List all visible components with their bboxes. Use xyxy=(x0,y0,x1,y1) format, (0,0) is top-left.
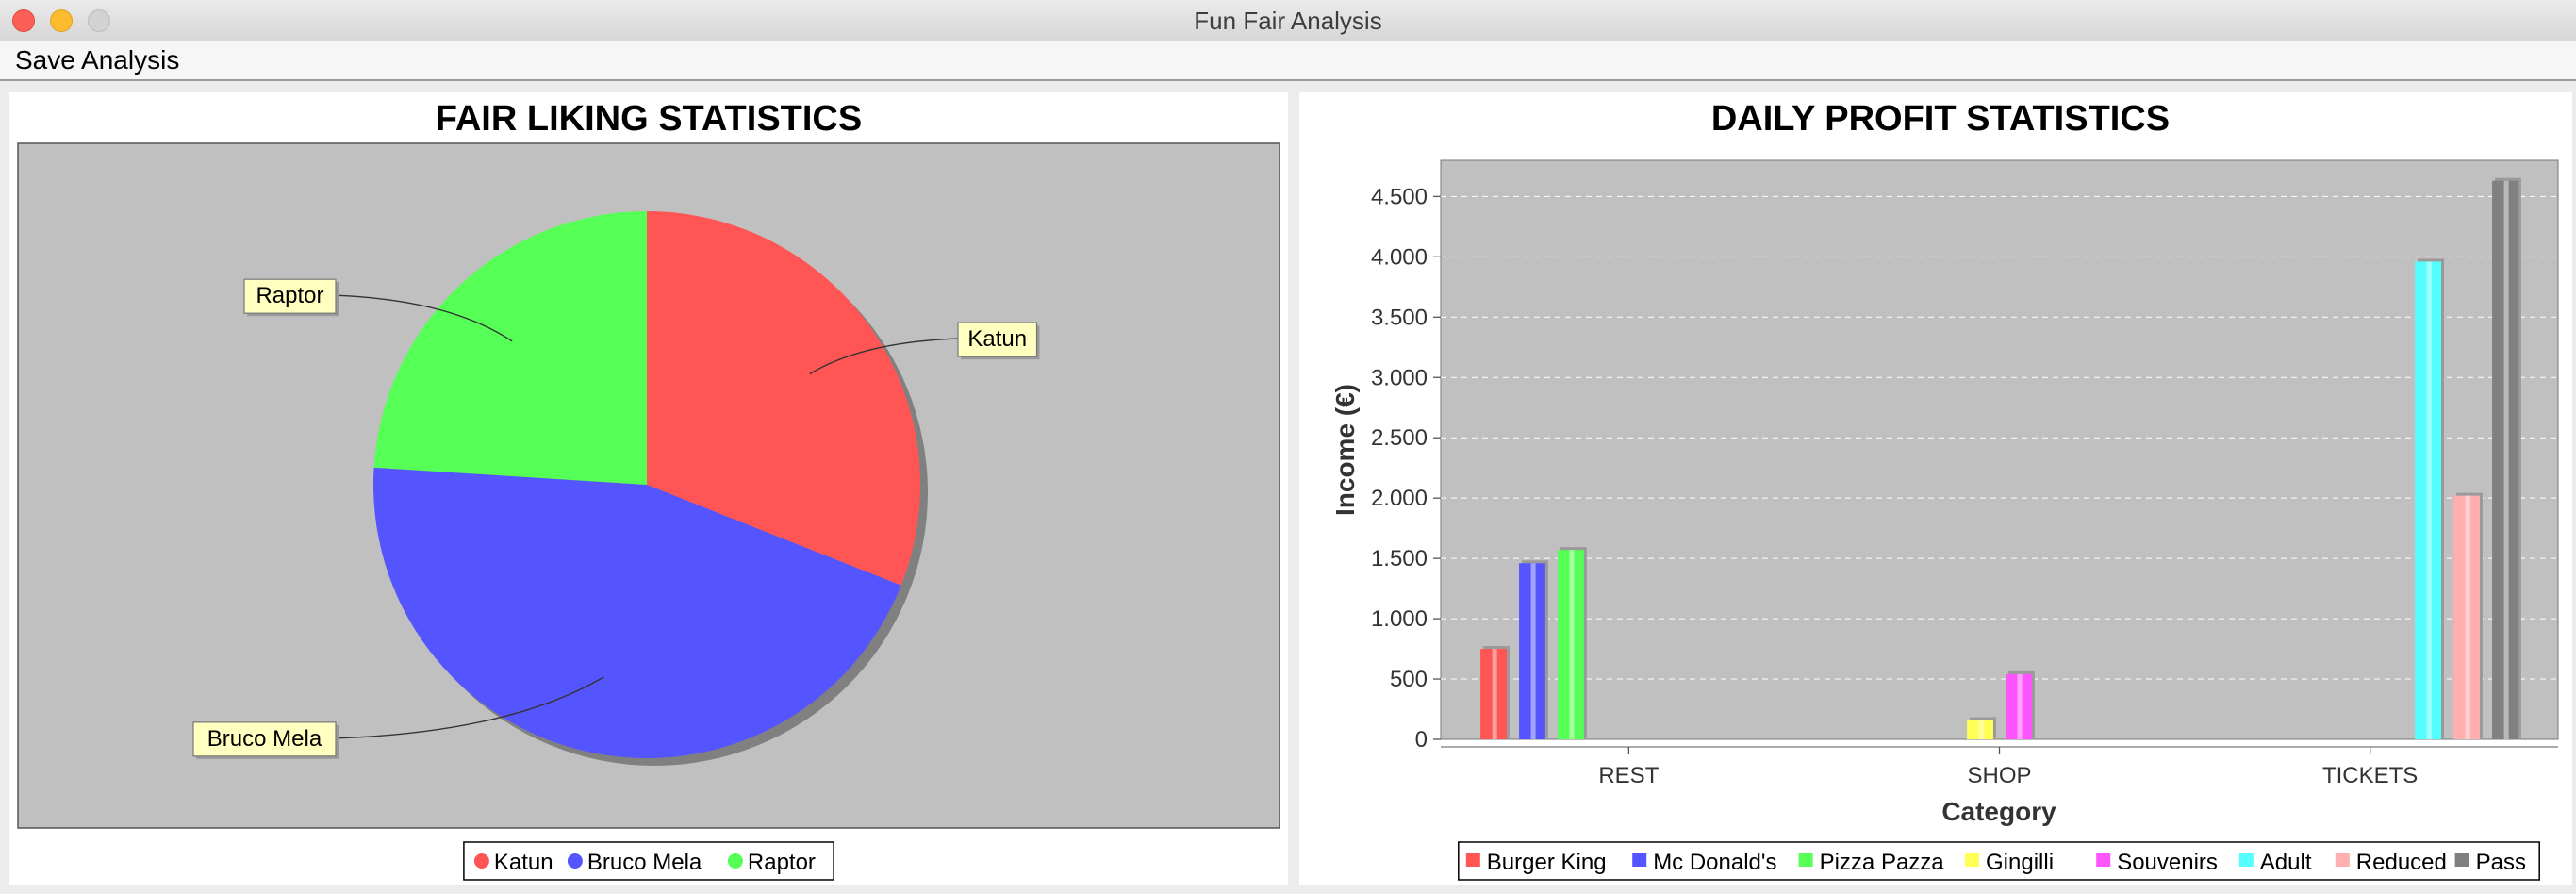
bar-chart-panel: DAILY PROFIT STATISTICS 0 500 1.000 1.500 2.0… xyxy=(1299,92,2572,885)
y-tick-label: 1.000 xyxy=(1371,606,1428,632)
bar-highlight xyxy=(1978,720,1984,739)
bar-plot-area xyxy=(1440,159,2559,740)
window-titlebar: Fun Fair Analysis xyxy=(0,0,2576,41)
pie-legend-swatch xyxy=(727,853,743,869)
y-tick-label: 2.000 xyxy=(1371,486,1428,511)
bar-highlight xyxy=(2465,495,2470,739)
bar-reduced xyxy=(2453,495,2480,739)
y-tick-label: 3.000 xyxy=(1371,365,1428,390)
x-tick-label: SHOP xyxy=(1967,763,2031,788)
bar-legend-label: Pass xyxy=(2476,850,2526,875)
bar-adult xyxy=(2415,261,2441,739)
bar-legend-label: Souvenirs xyxy=(2117,850,2218,875)
y-tick-label: 3.500 xyxy=(1371,305,1428,330)
bar-highlight xyxy=(1492,649,1497,739)
pie-chart-title: FAIR LIKING STATISTICS xyxy=(436,99,862,139)
pie-chart-panel: FAIR LIKING STATISTICS Katun Bruco Mela Rap… xyxy=(9,92,1288,885)
close-window-button[interactable] xyxy=(12,9,35,32)
window-title: Fun Fair Analysis xyxy=(1194,7,1382,35)
y-axis-label: Income (€) xyxy=(1330,384,1360,516)
bar-chart-title: DAILY PROFIT STATISTICS xyxy=(1711,99,2170,139)
pie-label-box xyxy=(243,278,337,314)
bar-legend-swatch xyxy=(1632,853,1647,867)
y-tick-label: 4.500 xyxy=(1371,184,1428,209)
zoom-window-button[interactable] xyxy=(88,9,110,32)
y-tick-label: 4.000 xyxy=(1371,244,1428,270)
y-tick-label: 0 xyxy=(1415,727,1428,753)
pie-label-box xyxy=(192,721,337,757)
x-tick-label: TICKETS xyxy=(2322,763,2418,788)
bar-souvenirs xyxy=(2006,673,2032,739)
bar-legend-label: Pizza Pazza xyxy=(1820,850,1945,875)
y-tick-label: 1.500 xyxy=(1371,546,1428,571)
bar-highlight xyxy=(2426,261,2432,739)
bar-gingilli xyxy=(1967,720,1993,739)
pie-label-text: Raptor xyxy=(256,283,323,308)
bar-pizza-pazza xyxy=(1558,550,1584,739)
pie-leader-line xyxy=(335,294,513,342)
bar-legend-label: Adult xyxy=(2260,850,2312,875)
x-tick-label: REST xyxy=(1598,763,1659,788)
bar-legend-swatch xyxy=(2238,853,2254,867)
bar-legend-swatch xyxy=(2454,853,2469,867)
pie-leader-line xyxy=(335,676,604,739)
menu-bar: Save Analysis xyxy=(0,41,2576,81)
y-tick-label: 2.500 xyxy=(1371,425,1428,451)
pie-label-text: Bruco Mela xyxy=(207,726,322,752)
pie-slice-bruco-mela xyxy=(372,467,901,759)
bar-highlight xyxy=(1530,563,1536,739)
pie-label-box xyxy=(957,322,1038,357)
bar-legend-swatch xyxy=(1798,853,1813,867)
bar-burger-king xyxy=(1480,649,1507,739)
pie-chart: FAIR LIKING STATISTICS Katun Bruco Mela Rap… xyxy=(17,99,1280,881)
bar-chart: DAILY PROFIT STATISTICS 0 500 1.000 1.500 2.0… xyxy=(1330,99,2559,881)
pie-slice-raptor xyxy=(373,211,647,485)
pie-leader-line xyxy=(809,338,959,375)
bar-legend-swatch xyxy=(2096,853,2111,867)
pie-legend-label: Bruco Mela xyxy=(587,850,702,875)
pie-legend-swatch xyxy=(567,853,583,869)
pie-legend-label: Raptor xyxy=(748,850,816,875)
bar-legend-label: Gingilli xyxy=(1986,850,2054,875)
bar-legend-label: Reduced xyxy=(2356,850,2447,875)
bar-legend-swatch xyxy=(2335,853,2350,867)
y-tick-label: 500 xyxy=(1390,667,1428,692)
pie-label-text: Katun xyxy=(967,326,1027,352)
pie-legend-swatch xyxy=(473,853,489,869)
bar-mc-donald-s xyxy=(1519,563,1545,739)
bar-highlight xyxy=(1569,550,1575,739)
bar-legend-label: Mc Donald's xyxy=(1653,850,1776,875)
bar-legend-swatch xyxy=(1465,853,1480,867)
pie-legend-label: Katun xyxy=(494,850,553,875)
x-axis-label: Category xyxy=(1941,797,2056,826)
bar-pass xyxy=(2492,180,2518,739)
minimize-window-button[interactable] xyxy=(50,9,73,32)
bar-highlight xyxy=(2017,673,2023,739)
pie-legend xyxy=(463,841,834,881)
bar-legend-swatch xyxy=(1965,853,1979,867)
pie-slice-katun xyxy=(647,211,921,586)
menu-save-analysis[interactable]: Save Analysis xyxy=(15,45,180,74)
bar-legend-label: Burger King xyxy=(1487,850,1607,875)
bar-highlight xyxy=(2503,180,2509,739)
